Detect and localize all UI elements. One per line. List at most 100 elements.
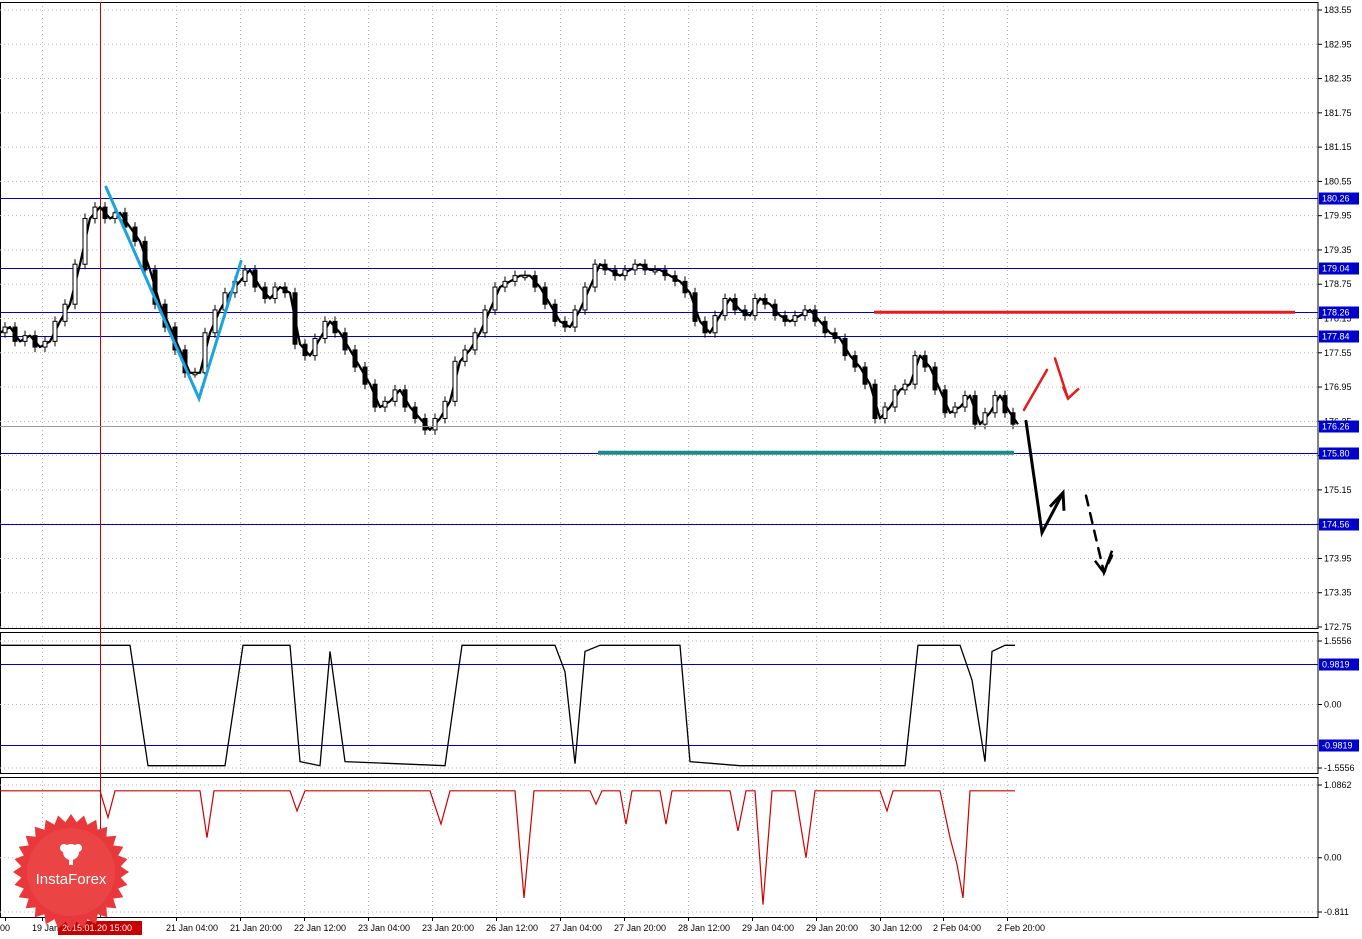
red-arrow-head [1061,386,1080,401]
blue-v-pattern-line [104,185,243,403]
x-tick-label: 00 [0,923,10,933]
instaforex-logo: InstaForex [12,813,130,931]
level-price-tag [1319,658,1359,671]
candle-body [802,309,808,317]
candle-body [152,269,158,305]
indicator-2-line [0,790,1015,905]
level-price-tag [1319,306,1359,319]
x-tick-label: 23 Jan 20:00 [422,923,474,933]
candle-body [2,326,8,334]
candle-body [732,298,738,311]
y-tick-label: 1.5556 [1324,636,1352,646]
price-series-line [0,206,1019,431]
candle-body [72,263,78,305]
candle-body [842,337,848,357]
x-tick-label: 21 Jan 20:00 [230,923,282,933]
panel-frame [0,777,1319,918]
candle-body [212,309,218,334]
candle-body [852,355,858,368]
candle-body [952,406,958,414]
y-tick-label: -0.811 [1324,907,1349,917]
candle-body [872,383,878,419]
candle-body [892,389,898,408]
candle-body [902,383,908,391]
y-tick-label: 177.55 [1324,348,1352,358]
candle-body [492,286,498,311]
logo-text: InstaForex [35,871,107,888]
candle-body [432,417,438,431]
candle-body [452,360,458,402]
current-price-tag [1319,420,1359,433]
y-tick-label: 0.00 [1324,853,1342,863]
candle-body [932,366,938,391]
candle-body [772,303,778,317]
candle-body [462,349,468,362]
candle-body [12,326,18,342]
candle-body [242,269,248,282]
candle-body [592,263,598,288]
candle-body [502,280,508,288]
candle-body [92,206,98,220]
level-price-tag [1319,518,1359,531]
x-tick-label: 30 Jan 12:00 [870,923,922,933]
y-tick-label: 180.55 [1324,176,1352,186]
candle-body [252,269,258,288]
level-price-label: 174.56 [1322,520,1350,530]
candle-body [342,332,348,351]
candle-body [782,315,788,322]
y-tick-label: 182.95 [1324,39,1352,49]
candle-body [582,286,588,311]
candle-body [532,275,538,288]
candle-body [22,335,28,342]
tree-icon [60,844,82,865]
y-tick-label: 179.35 [1324,245,1352,255]
candle-body [982,412,988,425]
candle-body [942,389,948,414]
y-tick-label: 182.35 [1324,74,1352,84]
candle-body [512,275,518,282]
candle-body [622,269,628,277]
y-tick-label: -1.5556 [1324,763,1355,773]
candle-body [962,395,968,408]
candle-body [202,332,208,374]
candle-body [692,292,698,322]
logo-badge-icon [13,814,129,930]
candle-body [602,263,608,271]
candle-body [752,298,758,317]
crosshair-date-label: 2015.01.20 15:00 [62,923,132,933]
y-tick-label: 173.95 [1324,553,1352,563]
candle-body [102,206,108,220]
x-tick-label: 29 Jan 04:00 [742,923,794,933]
x-tick-label: 23 Jan 04:00 [358,923,410,933]
indicator-1-line [0,644,1015,767]
y-tick-label: 181.75 [1324,108,1352,118]
candle-body [712,315,718,334]
level-price-label: 175.80 [1322,449,1350,459]
candle-body [322,320,328,339]
x-tick-label: 27 Jan 20:00 [614,923,666,933]
candle-body [282,286,288,294]
x-tick-label: 22 Jan 12:00 [294,923,346,933]
panel-frame [0,632,1319,774]
candle-body [1010,412,1016,425]
candle-body [422,417,428,431]
candle-body [362,366,368,385]
candle-body [472,332,478,351]
candle-body [1002,395,1008,414]
red-up-arrow [1022,368,1049,412]
candle-body [922,355,928,368]
level-price-tag [1319,262,1359,275]
y-tick-label: 176.95 [1324,382,1352,392]
level-price-tag [1319,192,1359,205]
candle-body [262,286,268,300]
candle-body [192,372,198,376]
candle-body [392,389,398,402]
level-price-tag [1319,739,1359,752]
x-tick-label: 27 Jan 04:00 [550,923,602,933]
black-dashed-arrow-head [1094,550,1114,576]
level-price-label: 0.9819 [1322,660,1350,670]
candle-body [52,320,58,342]
candle-body [682,280,688,294]
x-tick-label: 21 Jan 04:00 [166,923,218,933]
candle-body [132,226,138,242]
